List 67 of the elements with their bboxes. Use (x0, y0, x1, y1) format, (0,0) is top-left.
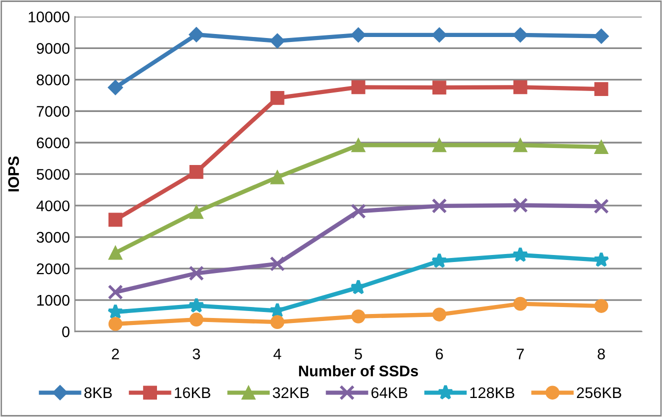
point (270, 170, 284, 184)
point (189, 204, 204, 219)
y-tick-label: 3000 (36, 232, 70, 243)
y-tick-label: 1000 (37, 294, 70, 306)
y-tick-label: 6000 (36, 137, 70, 148)
x-tick-label: 6 (436, 348, 443, 360)
y-tick-label: 9000 (36, 43, 70, 54)
point (108, 80, 123, 96)
legend-label: 64KB (371, 387, 408, 398)
y-tick-label: 0 (62, 326, 70, 338)
legend-label: 16KB (174, 387, 210, 398)
point (270, 33, 285, 48)
x-tick-label: 4 (273, 348, 282, 360)
point (351, 138, 366, 152)
legend-label: 128KB (470, 387, 514, 398)
point (594, 82, 608, 96)
point (593, 252, 610, 268)
point (513, 296, 528, 311)
point (108, 246, 122, 260)
point (188, 27, 204, 42)
point (189, 312, 204, 326)
x-tick-label: 8 (598, 348, 605, 360)
point (432, 138, 446, 152)
y-axis-title: IOPS (8, 156, 20, 192)
legend-label: 32KB (272, 387, 309, 398)
x-tick-label: 3 (192, 348, 200, 360)
point (512, 246, 528, 262)
point (188, 266, 204, 281)
point (108, 212, 122, 227)
y-tick-label: 4000 (36, 200, 70, 212)
point (108, 317, 122, 331)
point (513, 80, 528, 94)
point (432, 27, 447, 43)
point (432, 198, 447, 214)
y-tick-label: 7000 (36, 106, 70, 117)
point (351, 309, 366, 324)
point (350, 279, 366, 294)
point (594, 140, 608, 154)
legend-label: 8KB (84, 387, 112, 398)
legend-label: 256KB (576, 387, 622, 398)
point (432, 308, 446, 322)
point (512, 27, 528, 43)
point (350, 27, 366, 43)
y-tick-label: 8000 (36, 74, 70, 86)
point (270, 315, 284, 330)
point (351, 80, 366, 94)
point (270, 256, 286, 272)
point (270, 90, 284, 105)
point (594, 198, 609, 214)
point (431, 252, 448, 268)
point (594, 28, 609, 44)
x-tick-label: 5 (354, 348, 362, 360)
point (594, 299, 608, 313)
y-tick-label: 10000 (28, 12, 70, 22)
point (432, 80, 446, 94)
point (188, 297, 204, 313)
point (189, 164, 204, 179)
point (513, 138, 528, 152)
point (107, 304, 124, 320)
x-tick-label: 2 (112, 348, 119, 360)
y-tick-label: 2000 (36, 263, 70, 274)
point (108, 284, 124, 300)
point (512, 198, 528, 213)
x-tick-label: 7 (516, 348, 524, 360)
y-tick-label: 5000 (36, 168, 70, 180)
point (350, 204, 366, 219)
x-axis-title: Number of SSDs (299, 365, 418, 376)
